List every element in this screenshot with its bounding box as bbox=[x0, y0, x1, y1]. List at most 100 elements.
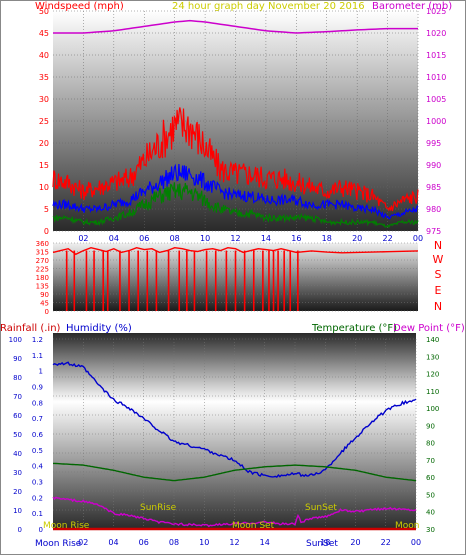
hour-tick-label: 08 bbox=[170, 234, 180, 243]
rain-tick-label: 0 bbox=[39, 526, 43, 534]
barometer-tick-label: 1000 bbox=[426, 117, 446, 126]
wind-axis-title: Windspeed (mph) bbox=[35, 1, 124, 12]
rain-tick-label: 1.2 bbox=[32, 336, 43, 344]
wind-min-line bbox=[52, 182, 419, 229]
direction-tick-label: 90 bbox=[40, 291, 49, 299]
rain-tick-label: 1.1 bbox=[32, 352, 43, 360]
direction-tick-label: 270 bbox=[36, 257, 49, 265]
compass-label-N: N bbox=[434, 300, 442, 313]
humidity-tick-label: 40 bbox=[13, 450, 22, 458]
barometer-tick-label: 1025 bbox=[426, 7, 446, 16]
temperature-tick-label: 110 bbox=[426, 388, 439, 396]
temperature-tick-label: 50 bbox=[426, 491, 435, 499]
barometer-tick-label: 1020 bbox=[426, 29, 446, 38]
barometer-tick-label: 1010 bbox=[426, 73, 446, 82]
temperature-tick-label: 90 bbox=[426, 422, 435, 430]
hour-tick-label: 14 bbox=[261, 234, 271, 243]
wind-tick-label: 25 bbox=[39, 117, 49, 126]
rain-tick-label: 0.3 bbox=[32, 479, 43, 487]
wind-tick-label: 45 bbox=[39, 29, 49, 38]
rain-tick-label: 0.5 bbox=[32, 447, 43, 455]
hour-tick-label: 12 bbox=[230, 234, 240, 243]
direction-tick-label: 45 bbox=[40, 300, 49, 308]
dewpoint-axis-title: Dew Point (°F) bbox=[393, 323, 465, 334]
humidity-tick-label: 10 bbox=[13, 507, 22, 515]
dewpoint-line bbox=[52, 496, 417, 528]
temperature-axis-title: Temperature (°F) bbox=[311, 323, 397, 334]
rain-tick-label: 0.2 bbox=[32, 494, 43, 502]
wind-tick-label: 50 bbox=[39, 7, 49, 16]
wind-tick-label: 10 bbox=[39, 183, 49, 192]
humidity-tick-label: 100 bbox=[9, 336, 22, 344]
compass-label-S: S bbox=[435, 268, 442, 281]
temperature-tick-label: 120 bbox=[426, 371, 439, 379]
wind-tick-label: 5 bbox=[44, 205, 49, 214]
humidity-tick-label: 60 bbox=[13, 412, 22, 420]
hour-tick-label: 22 bbox=[382, 234, 392, 243]
hour-tick-label-bottom: 02 bbox=[78, 538, 88, 547]
humidity-tick-label: 50 bbox=[13, 431, 22, 439]
hour-tick-label-bottom: 06 bbox=[139, 538, 149, 547]
hour-tick-label-bottom: 20 bbox=[350, 538, 360, 547]
wind-tick-label: 40 bbox=[39, 51, 49, 60]
rain-tick-label: 0.6 bbox=[32, 431, 44, 439]
temperature-tick-label: 80 bbox=[426, 440, 435, 448]
hour-tick-label: 16 bbox=[291, 234, 301, 243]
hour-tick-label: 04 bbox=[109, 234, 119, 243]
compass-label-W: W bbox=[433, 253, 444, 266]
temperature-tick-label: 100 bbox=[426, 405, 439, 413]
direction-tick-label: 315 bbox=[36, 249, 49, 257]
rain-tick-label: 0.1 bbox=[32, 510, 43, 518]
rainfall-axis-title: Rainfall (.in) bbox=[0, 323, 61, 334]
temperature-tick-label: 130 bbox=[426, 353, 439, 361]
wind-tick-label: 35 bbox=[39, 73, 49, 82]
hour-tick-label-bottom: 12 bbox=[229, 538, 239, 547]
barometer-line bbox=[53, 19, 418, 34]
direction-tick-label: 135 bbox=[36, 283, 49, 291]
hour-tick-label: 00 bbox=[413, 234, 423, 243]
barometer-tick-label: 990 bbox=[426, 161, 441, 170]
hour-tick-label-bottom: 18 bbox=[320, 538, 330, 547]
temperature-tick-label: 40 bbox=[426, 509, 435, 517]
hour-tick-label-bottom: 08 bbox=[169, 538, 179, 547]
direction-tick-label: 180 bbox=[36, 274, 49, 282]
rain-tick-label: 1 bbox=[39, 368, 43, 376]
barometer-tick-label: 975 bbox=[426, 227, 441, 236]
hour-tick-label-bottom: 10 bbox=[199, 538, 209, 547]
compass-label-E: E bbox=[435, 284, 442, 297]
hour-tick-label: 02 bbox=[78, 234, 88, 243]
humidity-line bbox=[52, 361, 417, 478]
moon-rise-label: Moon Rise bbox=[43, 521, 90, 531]
wind-tick-label: 15 bbox=[39, 161, 49, 170]
humidity-tick-label: 80 bbox=[13, 374, 22, 382]
hour-tick-label: 20 bbox=[352, 234, 362, 243]
humidity-tick-label: 20 bbox=[13, 488, 22, 496]
rain-tick-label: 0.4 bbox=[32, 463, 44, 471]
humidity-tick-label: 90 bbox=[13, 355, 22, 363]
wind-gust-line bbox=[52, 107, 419, 212]
humidity-axis-title: Humidity (%) bbox=[66, 323, 132, 334]
moon-set-label: Moon Set bbox=[232, 521, 275, 531]
hour-tick-label-bottom: 22 bbox=[381, 538, 391, 547]
humidity-tick-label: 30 bbox=[13, 469, 22, 477]
graph-title: 24 hour graph day November 20 2016 bbox=[172, 1, 365, 12]
hour-tick-label: 10 bbox=[200, 234, 210, 243]
sunset-bottom-label: SunSet bbox=[306, 539, 338, 549]
humidity-tick-label: 0 bbox=[18, 526, 22, 534]
hour-tick-label: 06 bbox=[139, 234, 149, 243]
wind-average-line bbox=[52, 163, 419, 220]
temperature-tick-label: 60 bbox=[426, 474, 435, 482]
wind-tick-label: 30 bbox=[39, 95, 49, 104]
barometer-tick-label: 980 bbox=[426, 205, 441, 214]
barometer-axis-title: Barometer (mb) bbox=[372, 1, 452, 12]
temperature-tick-label: 70 bbox=[426, 457, 435, 465]
direction-tick-label: 360 bbox=[36, 240, 49, 248]
barometer-tick-label: 985 bbox=[426, 183, 441, 192]
moon-rise-bottom-label: Moon Rise bbox=[35, 539, 82, 549]
wind-tick-label: 0 bbox=[44, 227, 49, 236]
barometer-tick-label: 1005 bbox=[426, 95, 446, 104]
temperature-line bbox=[53, 462, 417, 482]
